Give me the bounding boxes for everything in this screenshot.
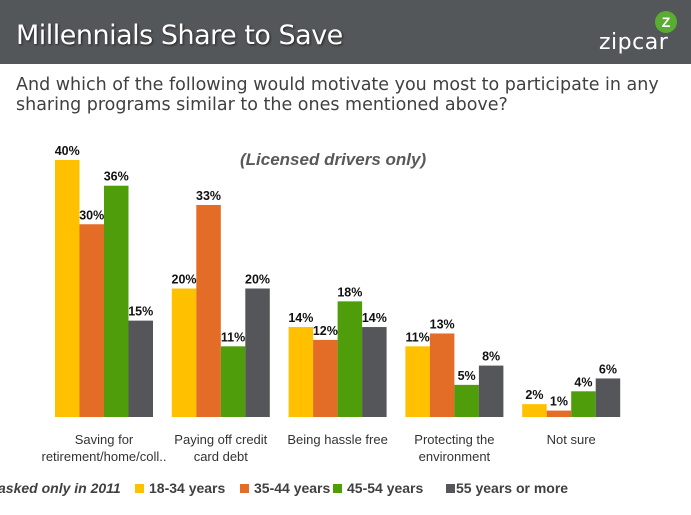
data-label: 2% (525, 388, 543, 402)
data-label: 1% (550, 395, 568, 409)
zipcar-logo-icon: Z (655, 11, 677, 33)
data-label: 5% (458, 369, 476, 383)
bar (171, 288, 197, 417)
data-label: 11% (221, 330, 245, 344)
category-label: Saving for (75, 432, 134, 447)
category-label: Protecting the (414, 432, 494, 447)
bar (104, 185, 129, 417)
footnote: asked only in 2011 (0, 480, 121, 496)
bar (337, 301, 363, 417)
bar (288, 327, 314, 417)
category-label: environment (419, 449, 491, 464)
legend-item: 55 years or more (446, 480, 568, 496)
bar (546, 410, 572, 417)
slide-title: Millennials Share to Save (16, 20, 343, 51)
category-label: Being hassle free (287, 432, 387, 447)
data-label: 11% (405, 330, 429, 344)
legend-item: 45-54 years (333, 480, 423, 496)
legend-item: 35-44 years (240, 480, 330, 496)
data-label: 20% (172, 273, 197, 287)
bar (571, 391, 596, 417)
data-label: 33% (196, 189, 221, 203)
data-label: 6% (599, 362, 617, 376)
header-bar: Millennials Share to Save zipcar Z (0, 0, 691, 64)
bar (220, 346, 246, 417)
survey-question: And which of the following would motivat… (16, 75, 659, 115)
data-label: 15% (128, 305, 153, 319)
legend-swatch (446, 484, 455, 493)
bar (478, 365, 504, 417)
bar (595, 378, 621, 417)
legend-label: 45-54 years (347, 480, 424, 496)
bar (522, 404, 547, 417)
bar (429, 333, 455, 417)
data-label: 12% (313, 324, 338, 338)
category-label: card debt (194, 449, 249, 464)
category-label: retirement/home/coll.. (42, 449, 167, 464)
bar (79, 224, 104, 417)
category-label: Not sure (547, 432, 596, 447)
legend-swatch (333, 484, 342, 493)
bar-chart: 40% 30% 36% 15% Saving for retirement/home/co… (42, 144, 621, 464)
category-label: Paying off credit (174, 432, 267, 447)
bar (128, 320, 153, 417)
data-label: 8% (482, 350, 500, 364)
bar (196, 204, 221, 417)
legend-label: 35-44 years (254, 480, 331, 496)
bar (55, 160, 80, 417)
bar (313, 339, 338, 417)
data-label: 14% (288, 311, 313, 325)
bar (454, 384, 479, 417)
bar (362, 327, 387, 417)
legend-swatch (135, 484, 144, 493)
data-label: 14% (362, 311, 387, 325)
zipcar-logo: zipcar (599, 30, 669, 55)
data-label: 40% (55, 144, 80, 158)
data-label: 36% (104, 170, 129, 184)
bar (245, 288, 270, 417)
data-label: 4% (574, 375, 592, 389)
data-label: 30% (79, 208, 104, 222)
data-label: 18% (337, 285, 362, 299)
bar (405, 346, 430, 417)
legend-label: 55 years or more (456, 480, 569, 496)
data-label: 13% (430, 317, 455, 331)
data-label: 20% (245, 273, 270, 287)
legend-swatch (240, 484, 249, 493)
chart-note: (Licensed drivers only) (240, 150, 427, 169)
legend-label: 18-34 years (149, 480, 226, 496)
legend-item: 18-34 years (135, 480, 225, 496)
